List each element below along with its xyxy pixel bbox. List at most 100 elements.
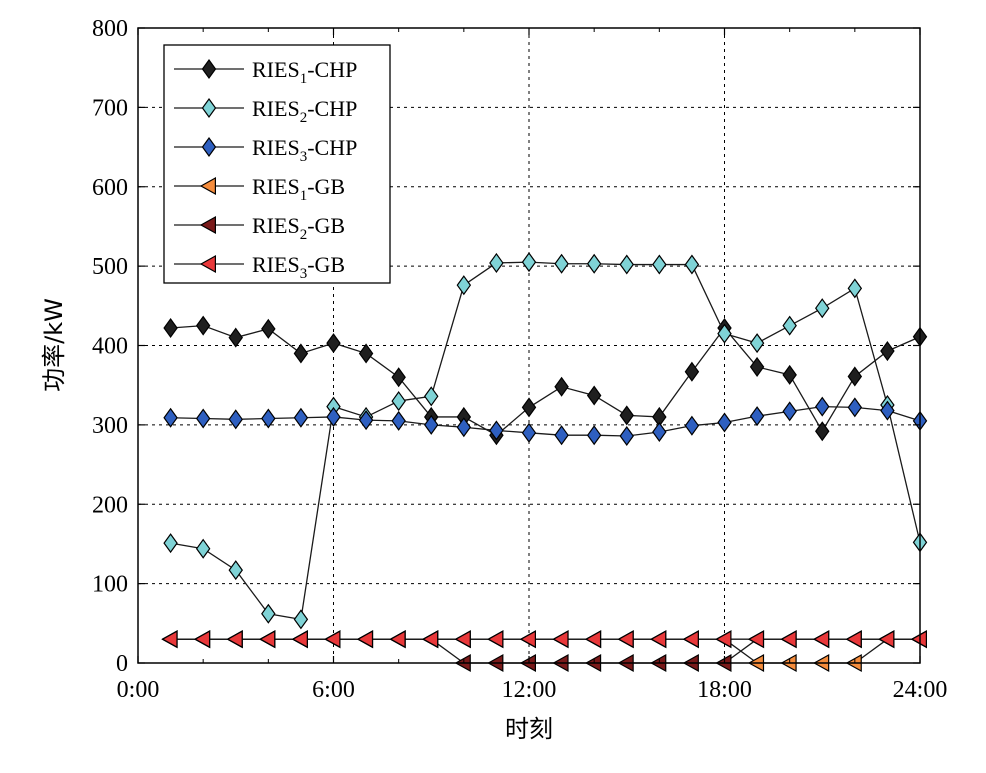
y-tick-label: 700 — [92, 95, 128, 121]
legend-marker — [201, 58, 217, 80]
series-6-point — [226, 630, 243, 649]
series-6-point — [324, 630, 341, 649]
series-line-3 — [170, 405, 921, 437]
series-1-point — [228, 327, 243, 348]
series-6-point — [910, 630, 928, 649]
series-6-point — [878, 630, 895, 649]
legend: RIES1-CHP RIES2-CHP RIES3-CHP RIES1-GB RIES2… — [163, 44, 391, 284]
series-6-point — [389, 630, 406, 649]
series-2-point — [195, 538, 211, 559]
series-line-2 — [170, 261, 921, 621]
series-3-point — [847, 397, 863, 418]
series-2-point — [815, 298, 830, 319]
series-2-point — [293, 609, 309, 630]
x-tick-label: 0:00 — [117, 677, 160, 703]
legend-label: RIES3-CHP — [252, 135, 357, 165]
legend-label: RIES1-CHP — [252, 57, 357, 87]
series-3-point — [163, 407, 178, 428]
series-3-point — [261, 408, 276, 429]
series-2-point — [521, 252, 537, 273]
series-3-point — [619, 425, 634, 447]
series-1-point — [619, 405, 634, 426]
y-axis-title: 功率/kW — [40, 298, 68, 392]
series-line-5 — [170, 638, 920, 664]
series-3-point — [358, 410, 374, 431]
series-1-point — [554, 376, 569, 397]
series-6-point — [584, 630, 602, 649]
series-3-point — [652, 421, 667, 443]
series-2-point — [554, 253, 569, 274]
series-2-point — [261, 603, 276, 624]
legend-marker — [201, 136, 217, 158]
series-3-point — [586, 425, 602, 446]
series-1-point — [815, 421, 830, 442]
series-6-point — [454, 630, 471, 649]
series-3-point — [554, 425, 569, 446]
y-tick-label: 200 — [92, 492, 128, 518]
series-6-point — [682, 630, 699, 649]
legend-label: RIES1-GB — [252, 174, 345, 204]
legend-box — [163, 44, 391, 284]
series-6-point — [813, 630, 830, 649]
axis-ticks: 0 100 200 300 400 500 600 700 800 0:00 6:00 12:00 18… — [92, 16, 947, 703]
series-2-point — [717, 323, 732, 344]
series-3-point — [326, 406, 341, 427]
series-1-point — [261, 318, 276, 339]
series-3-point — [782, 401, 797, 422]
legend-label: RIES3-GB — [252, 252, 345, 282]
series-6-point — [650, 630, 667, 649]
series-3-point — [684, 415, 700, 436]
series-2-point — [586, 253, 602, 274]
series-3-point — [456, 417, 472, 438]
legend-marker — [201, 97, 217, 119]
series-2-point — [163, 533, 178, 554]
series-1-point — [749, 356, 765, 377]
x-tick-label: 18:00 — [697, 677, 752, 703]
x-tick-label: 24:00 — [893, 677, 948, 703]
series-2-point — [391, 391, 406, 412]
series-6-point — [552, 630, 569, 649]
series-3-point — [717, 412, 732, 433]
series-6-point — [715, 630, 732, 649]
series-1-point — [391, 367, 406, 388]
y-tick-label: 100 — [92, 572, 128, 598]
y-tick-label: 300 — [92, 413, 128, 439]
series-layer — [161, 252, 928, 673]
y-tick-label: 500 — [92, 254, 128, 280]
series-1-point — [880, 341, 895, 362]
legend-marker — [199, 254, 216, 274]
series-1-point — [358, 343, 374, 364]
y-tick-label: 400 — [92, 334, 128, 360]
y-tick-label: 600 — [92, 175, 128, 201]
series-2-point — [749, 333, 765, 354]
series-2-point — [424, 386, 439, 407]
series-6-point — [519, 630, 537, 649]
series-6-point — [356, 630, 374, 649]
x-axis-title: 时刻 — [505, 715, 553, 743]
series-3-point — [424, 414, 439, 435]
series-6-point — [422, 630, 439, 649]
legend-label: RIES2-CHP — [252, 96, 357, 126]
series-2-point — [456, 275, 472, 296]
series-6-point — [291, 630, 308, 649]
series-6-point — [780, 630, 797, 649]
legend-marker — [199, 215, 216, 235]
series-2-point — [782, 315, 797, 336]
series-3-point — [749, 406, 765, 427]
series-2-point — [684, 254, 700, 275]
series-1-point — [521, 397, 537, 418]
series-line-4 — [170, 638, 920, 664]
series-3-point — [195, 408, 211, 429]
series-2-point — [619, 254, 634, 275]
series-line-1 — [170, 324, 921, 436]
series-6-point — [617, 630, 634, 649]
series-3-point — [391, 410, 406, 431]
series-2-point — [489, 252, 504, 273]
series-1-point — [326, 333, 341, 354]
series-6-point — [747, 630, 765, 649]
series-3-point — [815, 396, 830, 417]
series-1-point — [684, 361, 700, 382]
y-tick-label: 0 — [116, 651, 128, 677]
series-1-point — [195, 315, 211, 336]
series-6-point — [193, 630, 211, 649]
